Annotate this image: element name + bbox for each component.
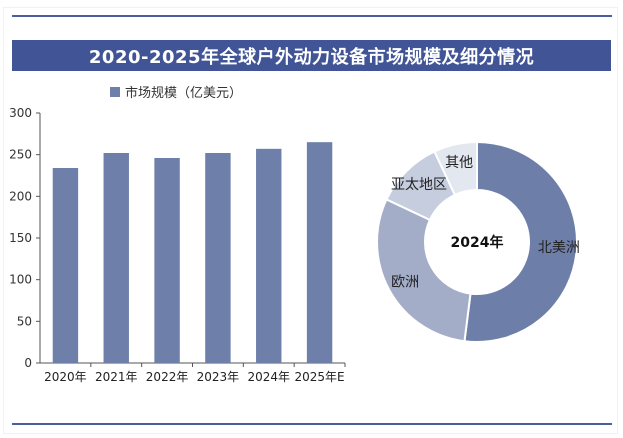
bar: [256, 148, 282, 363]
bar: [52, 168, 79, 363]
slice-label: 北美洲: [538, 240, 580, 256]
bar: [154, 158, 180, 363]
bar: [103, 153, 129, 363]
x-tick-label: 2022年: [146, 370, 189, 384]
bar-legend: 市场规模（亿美元）: [110, 82, 242, 101]
donut-slice: [376, 198, 472, 343]
slice-label: 欧洲: [391, 275, 419, 291]
x-tick-label: 2021年: [95, 370, 138, 384]
bar: [306, 142, 333, 363]
slice-label: 亚太地区: [391, 177, 447, 193]
chart-title: 2020-2025年全球户外动力设备市场规模及细分情况: [12, 40, 611, 71]
x-tick-label: 2020年: [44, 370, 87, 384]
y-tick-label: 300: [9, 106, 32, 120]
legend-swatch: [110, 86, 120, 97]
y-tick-label: 50: [17, 314, 32, 328]
x-tick-label: 2023年: [197, 370, 240, 384]
legend-label: 市场规模（亿美元）: [125, 86, 243, 101]
x-tick-label: 2025年E: [295, 370, 345, 384]
y-tick-label: 200: [9, 189, 32, 203]
donut-slice: [433, 140, 478, 197]
x-tick-label: 2024年: [247, 370, 290, 384]
donut-center-label: 2024年: [451, 234, 504, 251]
bar-chart: 0 50 100 150 200 250 300 2020年 2021年 2022年 2023年 20…: [9, 106, 346, 384]
slice-label: 其他: [445, 155, 473, 171]
bottom-rule: [12, 423, 612, 425]
y-tick-label: 100: [9, 273, 32, 287]
y-tick-label: 250: [9, 148, 32, 162]
bar: [205, 153, 231, 363]
y-tick-label: 0: [24, 356, 32, 370]
top-rule: [12, 15, 612, 17]
y-tick-label: 150: [9, 231, 32, 245]
donut-slice: [463, 140, 578, 343]
